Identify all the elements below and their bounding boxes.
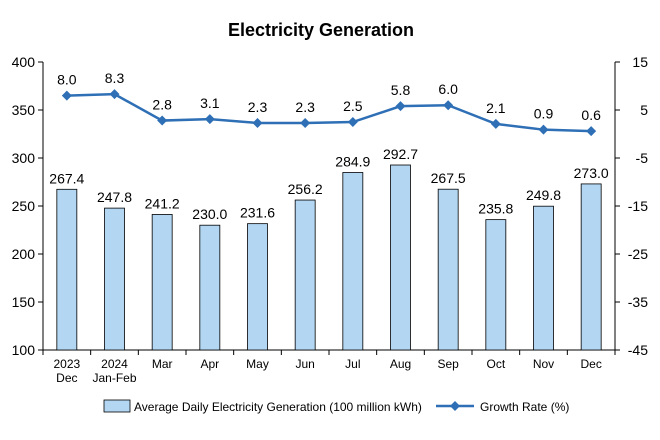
x-category-label: Dec: [580, 357, 601, 371]
bar-data-label: 256.2: [288, 181, 323, 197]
bar: [342, 172, 364, 351]
x-category-label: 2024: [101, 357, 128, 371]
x-category-label: Nov: [533, 357, 554, 371]
line-data-label: 2.3: [295, 99, 315, 115]
chart-title: Electricity Generation: [228, 20, 414, 40]
x-category-label: Sep: [437, 357, 459, 371]
bar-series: [56, 164, 602, 351]
line-data-label: 0.9: [534, 106, 554, 122]
bar: [437, 188, 459, 351]
x-category-label: May: [246, 357, 269, 371]
bar: [151, 214, 173, 351]
line-data-label: 8.0: [57, 72, 77, 88]
bar-data-label: 230.0: [192, 206, 227, 222]
left-tick-label: 400: [12, 54, 36, 70]
left-tick-label: 300: [12, 150, 36, 166]
x-category-label: Jun: [295, 357, 314, 371]
x-category-label: 2023: [53, 357, 80, 371]
line-point: [443, 100, 454, 111]
left-tick-label: 250: [12, 198, 36, 214]
bar: [199, 224, 221, 351]
legend-bar-label: Average Daily Electricity Generation (10…: [134, 400, 422, 414]
left-tick-label: 350: [12, 102, 36, 118]
left-tick-label: 150: [12, 294, 36, 310]
line-data-label: 2.3: [248, 99, 268, 115]
line-point: [109, 89, 120, 100]
line-point: [347, 117, 358, 127]
line-data-label: 3.1: [200, 95, 220, 111]
line-data-label: 0.6: [581, 107, 601, 123]
data-labels: 267.4 247.8 241.2 230.0 231.6 256.2 284.9 292.7…: [49, 70, 609, 222]
line-point: [252, 117, 263, 128]
x-category-label: Oct: [486, 357, 505, 371]
left-tick-label: 100: [12, 342, 36, 358]
line-series: [61, 89, 597, 137]
bar: [56, 188, 78, 351]
line-point: [395, 101, 406, 112]
bar: [485, 219, 507, 351]
bar-data-label: 292.7: [383, 146, 418, 162]
right-tick-label: -5: [636, 150, 649, 166]
bar: [247, 223, 268, 351]
x-category-label: Aug: [390, 357, 411, 371]
right-tick-label: -35: [628, 294, 648, 310]
bar: [533, 205, 554, 351]
line-point: [586, 126, 597, 137]
left-tick-label: 200: [12, 246, 36, 262]
line-point: [490, 118, 501, 129]
bar: [390, 164, 411, 351]
line-point: [157, 115, 168, 126]
line-point: [204, 114, 215, 125]
bar-data-label: 267.5: [431, 170, 466, 186]
legend-line-label: Growth Rate (%): [480, 400, 569, 414]
right-tick-label: 15: [632, 54, 648, 70]
right-tick-label: -15: [628, 198, 648, 214]
line-data-label: 2.8: [152, 97, 172, 113]
bar-data-label: 267.4: [49, 170, 84, 186]
bar-data-label: 241.2: [145, 195, 180, 211]
line-data-label: 8.3: [105, 70, 125, 86]
bar-data-label: 273.0: [574, 165, 609, 181]
x-category-label: Apr: [200, 357, 219, 371]
x-category-label: Mar: [152, 357, 173, 371]
bar-data-label: 247.8: [97, 189, 132, 205]
bar: [580, 183, 602, 351]
line-data-label: 5.8: [391, 82, 411, 98]
x-category-label: Jan-Feb: [92, 371, 136, 385]
bar: [104, 207, 125, 351]
line-point: [300, 117, 311, 128]
legend: Average Daily Electricity Generation (10…: [103, 399, 569, 414]
growth-rate-line: [66, 92, 592, 133]
line-point: [538, 124, 549, 135]
right-tick-label: 5: [640, 102, 648, 118]
bar-data-label: 249.8: [526, 187, 561, 203]
legend-bar-swatch: [103, 399, 131, 413]
right-tick-label: -45: [628, 342, 648, 358]
bar-data-label: 231.6: [240, 205, 275, 221]
line-data-label: 6.0: [438, 81, 458, 97]
legend-line-marker: [450, 401, 460, 411]
bar-data-label: 235.8: [478, 201, 513, 217]
right-tick-label: -25: [628, 246, 648, 262]
bar: [294, 199, 316, 351]
line-point: [61, 90, 72, 101]
x-category-label: Dec: [56, 371, 77, 385]
line-data-label: 2.5: [343, 98, 363, 114]
bar-data-label: 284.9: [335, 153, 370, 169]
axes: 100 150 200 250 300 350 400 -45 -35 -25 -15 -5 5 15 20…: [12, 54, 649, 385]
x-category-label: Jul: [345, 357, 360, 371]
line-data-label: 2.1: [486, 100, 506, 116]
